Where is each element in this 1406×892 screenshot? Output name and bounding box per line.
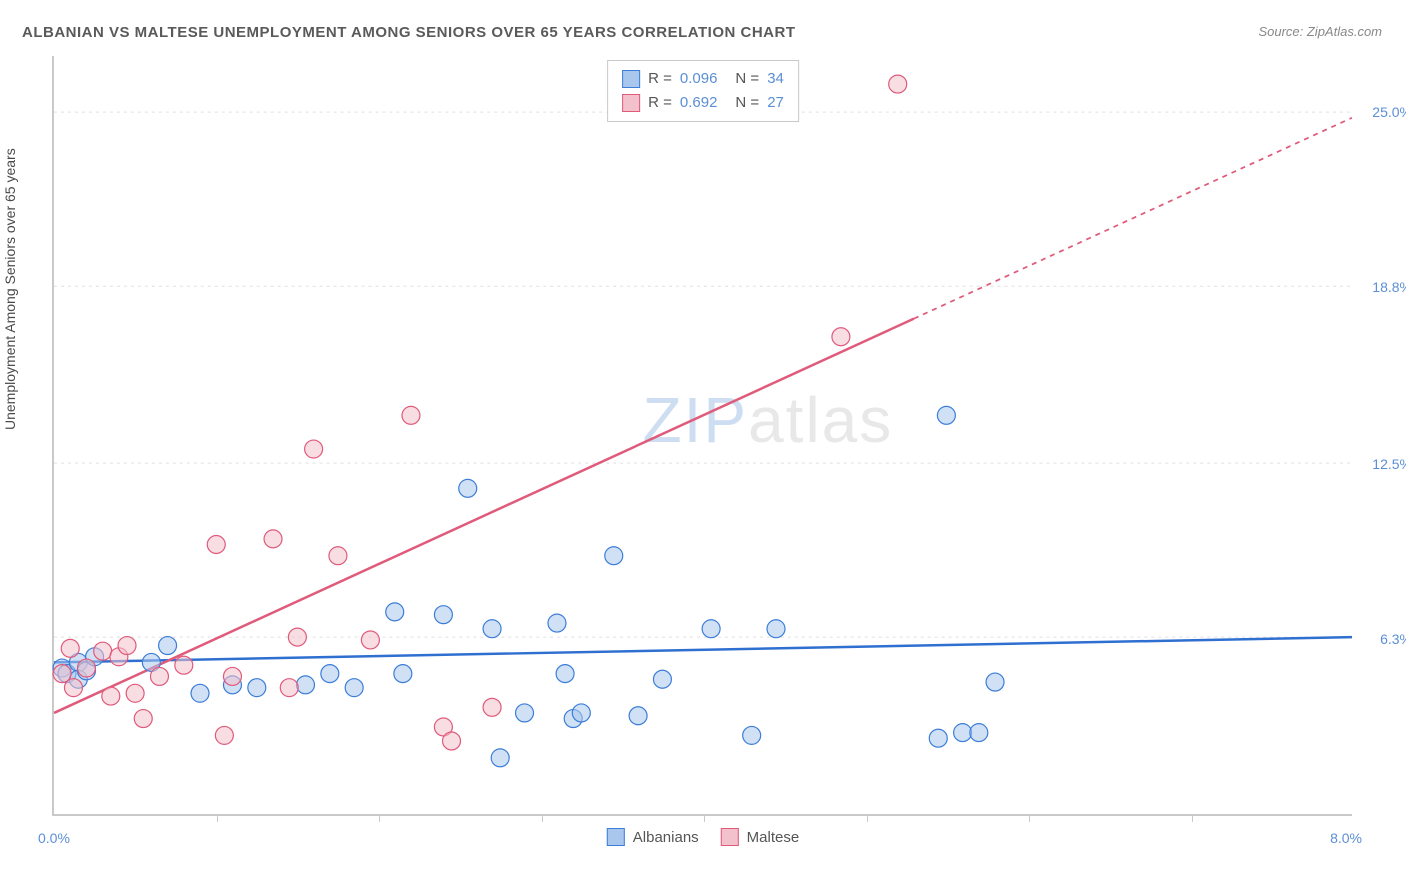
- data-point: [305, 440, 323, 458]
- data-point: [483, 698, 501, 716]
- x-tick: [867, 814, 868, 822]
- data-point: [653, 670, 671, 688]
- data-point: [832, 328, 850, 346]
- data-point: [118, 637, 136, 655]
- x-axis-max-label: 8.0%: [1330, 830, 1362, 846]
- legend-n-label: N =: [735, 91, 759, 115]
- y-tick-label: 12.5%: [1357, 456, 1406, 472]
- data-point: [743, 726, 761, 744]
- legend-r-value-maltese: 0.692: [680, 91, 718, 115]
- legend-n-value-albanians: 34: [767, 67, 784, 91]
- series-legend: Albanians Maltese: [607, 828, 799, 846]
- x-tick: [542, 814, 543, 822]
- legend-row-albanians: R = 0.096 N = 34: [622, 67, 784, 91]
- legend-label-albanians: Albanians: [633, 829, 699, 846]
- legend-row-maltese: R = 0.692 N = 27: [622, 91, 784, 115]
- data-point: [77, 659, 95, 677]
- data-point: [134, 710, 152, 728]
- data-point: [150, 667, 168, 685]
- data-point: [345, 679, 363, 697]
- scatter-svg: [54, 56, 1352, 814]
- data-point: [767, 620, 785, 638]
- data-point: [321, 665, 339, 683]
- legend-n-value-maltese: 27: [767, 91, 784, 115]
- x-axis-min-label: 0.0%: [38, 830, 70, 846]
- data-point: [386, 603, 404, 621]
- legend-r-label: R =: [648, 91, 672, 115]
- y-tick-label: 18.8%: [1357, 279, 1406, 295]
- data-point: [929, 729, 947, 747]
- y-tick-label: 6.3%: [1357, 631, 1406, 647]
- data-point: [61, 639, 79, 657]
- data-point: [434, 606, 452, 624]
- x-tick: [217, 814, 218, 822]
- plot-area: ZIPatlas 6.3%12.5%18.8%25.0% 0.0% 8.0% R…: [52, 56, 1352, 816]
- data-point: [329, 547, 347, 565]
- data-point: [207, 536, 225, 554]
- legend-r-value-albanians: 0.096: [680, 67, 718, 91]
- data-point: [443, 732, 461, 750]
- legend-swatch-albanians: [622, 70, 640, 88]
- data-point: [605, 547, 623, 565]
- data-point: [94, 642, 112, 660]
- data-point: [159, 637, 177, 655]
- data-point: [459, 479, 477, 497]
- x-tick: [1192, 814, 1193, 822]
- data-point: [264, 530, 282, 548]
- y-axis-label: Unemployment Among Seniors over 65 years: [2, 148, 18, 430]
- legend-swatch-maltese: [721, 828, 739, 846]
- data-point: [970, 724, 988, 742]
- legend-r-label: R =: [648, 67, 672, 91]
- x-tick: [379, 814, 380, 822]
- chart-title: ALBANIAN VS MALTESE UNEMPLOYMENT AMONG S…: [22, 24, 796, 41]
- legend-item-maltese: Maltese: [721, 828, 800, 846]
- data-point: [937, 406, 955, 424]
- data-point: [954, 724, 972, 742]
- data-point: [248, 679, 266, 697]
- legend-swatch-maltese: [622, 94, 640, 112]
- x-tick: [1029, 814, 1030, 822]
- data-point: [556, 665, 574, 683]
- source-attribution: Source: ZipAtlas.com: [1258, 24, 1382, 39]
- data-point: [215, 726, 233, 744]
- data-point: [889, 75, 907, 93]
- data-point: [491, 749, 509, 767]
- legend-swatch-albanians: [607, 828, 625, 846]
- data-point: [64, 679, 82, 697]
- legend-n-label: N =: [735, 67, 759, 91]
- x-tick: [704, 814, 705, 822]
- legend-item-albanians: Albanians: [607, 828, 699, 846]
- data-point: [102, 687, 120, 705]
- data-point: [986, 673, 1004, 691]
- data-point: [572, 704, 590, 722]
- data-point: [280, 679, 298, 697]
- data-point: [629, 707, 647, 725]
- data-point: [548, 614, 566, 632]
- data-point: [297, 676, 315, 694]
- data-point: [191, 684, 209, 702]
- y-tick-label: 25.0%: [1357, 104, 1406, 120]
- data-point: [516, 704, 534, 722]
- data-point: [126, 684, 144, 702]
- data-point: [175, 656, 193, 674]
- data-point: [288, 628, 306, 646]
- data-point: [223, 667, 241, 685]
- legend-label-maltese: Maltese: [747, 829, 800, 846]
- data-point: [394, 665, 412, 683]
- data-point: [361, 631, 379, 649]
- data-point: [483, 620, 501, 638]
- data-point: [702, 620, 720, 638]
- correlation-legend: R = 0.096 N = 34 R = 0.692 N = 27: [607, 60, 799, 122]
- data-point: [402, 406, 420, 424]
